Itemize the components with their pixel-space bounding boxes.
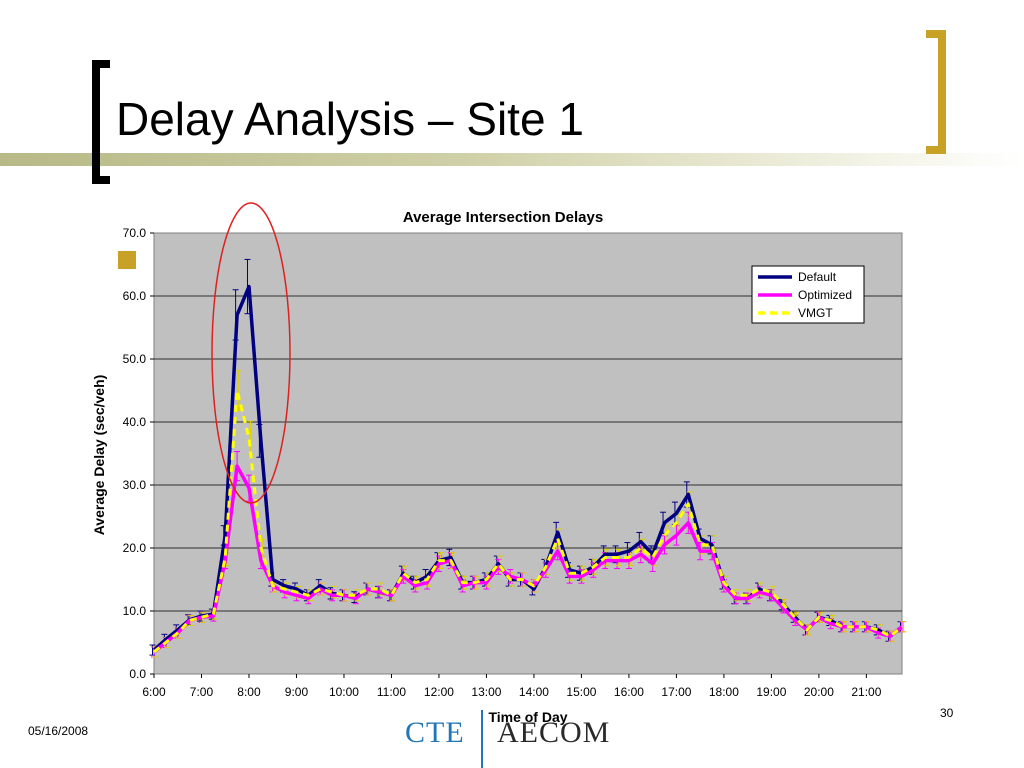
x-tick-label: 13:00	[471, 685, 501, 699]
right-bracket-decoration	[926, 30, 946, 154]
legend-label: Optimized	[798, 288, 852, 302]
y-tick-label: 0.0	[129, 667, 146, 681]
x-tick-label: 6:00	[142, 685, 166, 699]
bullet-square	[118, 251, 136, 269]
footer-date: 05/16/2008	[28, 724, 89, 738]
y-tick-label: 30.0	[123, 478, 147, 492]
x-tick-label: 18:00	[709, 685, 739, 699]
peak-highlight-ellipse	[211, 202, 291, 504]
x-tick-label: 17:00	[661, 685, 691, 699]
y-tick-label: 20.0	[123, 541, 147, 555]
x-tick-label: 15:00	[566, 685, 596, 699]
slide-title: Delay Analysis – Site 1	[116, 93, 584, 145]
x-tick-label: 9:00	[285, 685, 309, 699]
x-tick-label: 7:00	[190, 685, 214, 699]
logo-divider	[481, 710, 483, 768]
legend-label: Default	[798, 270, 837, 284]
x-axis-ticks: 6:00 7:00 8:00 9:00 10:00 11:00 12:00 13:00 14:0…	[142, 674, 882, 699]
series-line-vmgt	[153, 389, 903, 654]
y-tick-label: 40.0	[123, 415, 147, 429]
chart-title: Average Intersection Delays	[403, 209, 603, 226]
x-tick-label: 20:00	[804, 685, 834, 699]
x-axis-label: Time of Day	[488, 709, 567, 725]
y-tick-label: 50.0	[123, 352, 147, 366]
legend-label: VMGT	[798, 306, 833, 320]
x-tick-label: 16:00	[614, 685, 644, 699]
title-underline-band	[0, 153, 1024, 166]
x-tick-label: 8:00	[237, 685, 261, 699]
y-axis-label: Average Delay (sec/veh)	[91, 375, 107, 536]
left-bracket-decoration	[92, 60, 110, 184]
x-tick-label: 10:00	[329, 685, 359, 699]
x-tick-label: 11:00	[377, 685, 406, 699]
x-tick-label: 21:00	[851, 685, 881, 699]
page-number: 30	[940, 706, 954, 720]
x-tick-label: 19:00	[756, 685, 786, 699]
logo-aecom-text: AECOM	[497, 716, 611, 749]
y-tick-label: 10.0	[123, 604, 147, 618]
x-tick-label: 14:00	[519, 685, 549, 699]
logo-cte-text: CTE	[405, 716, 465, 749]
y-axis-ticks: 0.0 10.0 20.0 30.0 40.0 50.0 60.0 70.0	[123, 226, 154, 681]
series-lines	[152, 284, 904, 654]
y-tick-label: 70.0	[123, 226, 147, 240]
y-tick-label: 60.0	[123, 289, 147, 303]
gridlines	[154, 295, 902, 612]
x-tick-label: 12:00	[424, 685, 454, 699]
legend: Default Optimized VMGT	[751, 265, 865, 324]
